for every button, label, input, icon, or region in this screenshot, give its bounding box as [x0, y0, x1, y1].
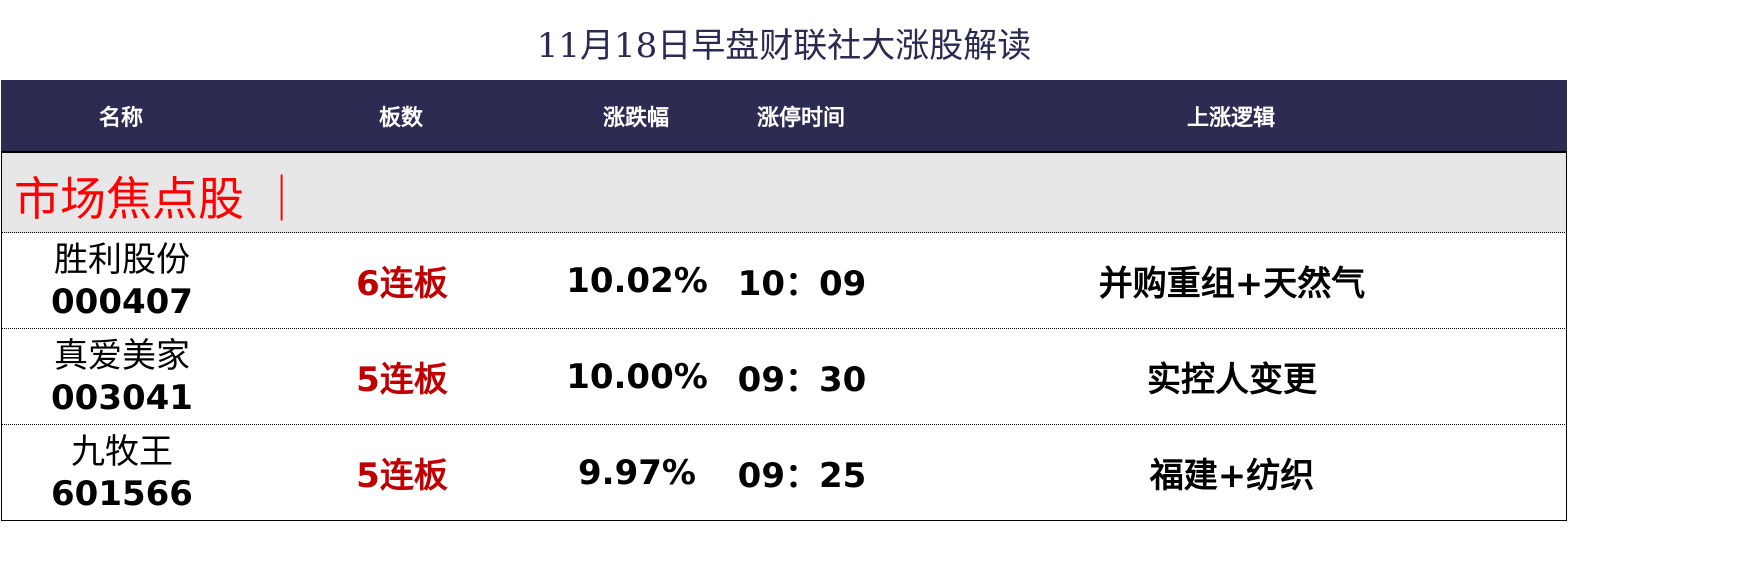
stock-name-cell: 九牧王 601566 — [2, 425, 242, 520]
boards: 5连板 — [356, 456, 448, 496]
boards: 6连板 — [356, 264, 448, 304]
logic: 福建+纺织 — [1149, 456, 1315, 496]
table-row: 九牧王 601566 5连板 9.97% 09：25 福建+纺织 — [1, 425, 1567, 521]
boards: 5连板 — [356, 360, 448, 400]
limit-time: 10：09 — [737, 264, 867, 304]
stock-table: 名称 板数 涨跌幅 涨停时间 上涨逻辑 市场焦点股 ｜ 胜利股份 000407 6… — [1, 80, 1567, 521]
section-header: 市场焦点股 ｜ — [1, 153, 1567, 233]
stock-name: 真爱美家 — [54, 335, 190, 376]
stock-name-cell: 真爱美家 003041 — [2, 329, 242, 424]
header-change: 涨跌幅 — [602, 105, 669, 131]
header-time: 涨停时间 — [756, 105, 845, 131]
table-row: 胜利股份 000407 6连板 10.02% 10：09 并购重组+天然气 — [1, 233, 1567, 329]
logic: 实控人变更 — [1147, 360, 1317, 400]
stock-code: 000407 — [51, 281, 193, 322]
page-title: 11月18日早盘财联社大涨股解读 — [536, 26, 1032, 66]
stock-name: 九牧王 — [71, 431, 173, 472]
stock-name: 胜利股份 — [54, 239, 190, 280]
logic: 并购重组+天然气 — [1098, 264, 1366, 304]
table-row: 真爱美家 003041 5连板 10.00% 09：30 实控人变更 — [1, 329, 1567, 425]
stock-code: 601566 — [51, 473, 193, 514]
change: 10.00% — [566, 356, 708, 397]
header-logic: 上涨逻辑 — [1186, 105, 1275, 131]
stock-code: 003041 — [51, 377, 193, 418]
section-title: 市场焦点股 ｜ — [14, 172, 305, 226]
limit-time: 09：30 — [737, 360, 867, 400]
change: 10.02% — [566, 260, 708, 301]
table-header: 名称 板数 涨跌幅 涨停时间 上涨逻辑 — [1, 80, 1567, 153]
header-name: 名称 — [98, 105, 143, 131]
limit-time: 09：25 — [737, 456, 867, 496]
change: 9.97% — [578, 452, 696, 493]
header-boards: 板数 — [378, 105, 423, 131]
stock-name-cell: 胜利股份 000407 — [2, 233, 242, 328]
